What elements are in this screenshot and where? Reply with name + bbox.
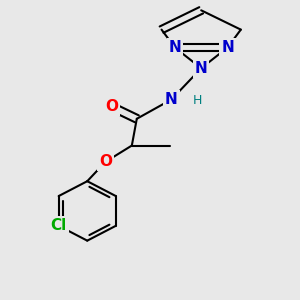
Text: N: N <box>221 40 234 55</box>
Text: N: N <box>195 61 208 76</box>
Text: H: H <box>193 94 202 107</box>
Text: N: N <box>165 92 178 107</box>
Text: O: O <box>106 99 118 114</box>
Text: O: O <box>99 154 112 169</box>
Text: Cl: Cl <box>50 218 67 233</box>
Text: N: N <box>168 40 181 55</box>
